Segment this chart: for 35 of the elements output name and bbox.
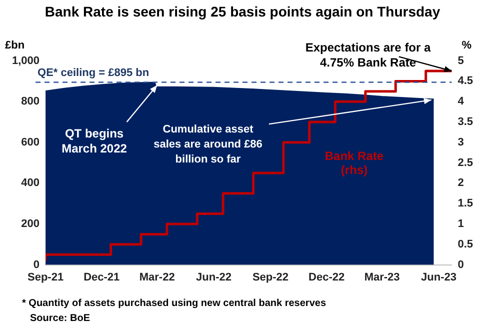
y-tick-label: 400: [21, 177, 40, 190]
chart-title: Bank Rate is seen rising 25 basis points again on Thursday: [44, 3, 440, 20]
y2-tick-label: 4: [458, 96, 465, 108]
x-tick-label: Jun-22: [196, 271, 232, 284]
x-tick-label: Dec-22: [308, 271, 345, 284]
annotation: Expectations are for a 4.75% Bank Rate: [305, 40, 432, 70]
text: * Quantity of assets purchased using new central bank reserves: [22, 298, 326, 309]
x-tick-label: Dec-21: [84, 271, 120, 284]
y-tick-label: 0: [33, 258, 40, 271]
y2-axis-title: %: [462, 39, 472, 52]
y2-tick-label: 1.5: [458, 198, 474, 210]
y-axis-title: £bn: [5, 39, 25, 52]
ref-line-label: QE* ceiling = £895 bn: [38, 66, 150, 79]
x-tick-label: Sep-22: [252, 271, 289, 284]
x-tick-label: Mar-22: [139, 271, 175, 284]
x-tick-label: Jun-23: [421, 271, 456, 284]
y2-tick-label: 0.5: [458, 238, 474, 250]
y2-tick-label: 0: [458, 258, 464, 271]
x-tick-label: Sep-21: [27, 271, 64, 284]
y2-tick-label: 3.5: [458, 116, 474, 128]
annotation: QT begins March 2022: [62, 126, 128, 156]
y-tick-label: 200: [21, 218, 40, 230]
y-tick-label: 1,000: [12, 54, 40, 67]
annotation: Cumulative asset sales are around £86 billion so far: [154, 124, 262, 166]
series-label: Bank Rate (rhs): [324, 148, 384, 177]
y-tick-label: 800: [21, 96, 40, 108]
source-note: Source: BoE: [30, 312, 90, 324]
y2-tick-label: 2.5: [458, 156, 474, 169]
y2-tick-label: 4.5: [458, 75, 474, 88]
y2-tick-label: 2: [458, 177, 464, 190]
x-tick-label: Mar-23: [364, 271, 400, 284]
y2-tick-label: 3: [458, 136, 464, 148]
y2-tick-label: 5: [458, 54, 464, 67]
y2-tick-label: 1: [458, 218, 464, 230]
y-tick-label: 600: [21, 136, 40, 148]
